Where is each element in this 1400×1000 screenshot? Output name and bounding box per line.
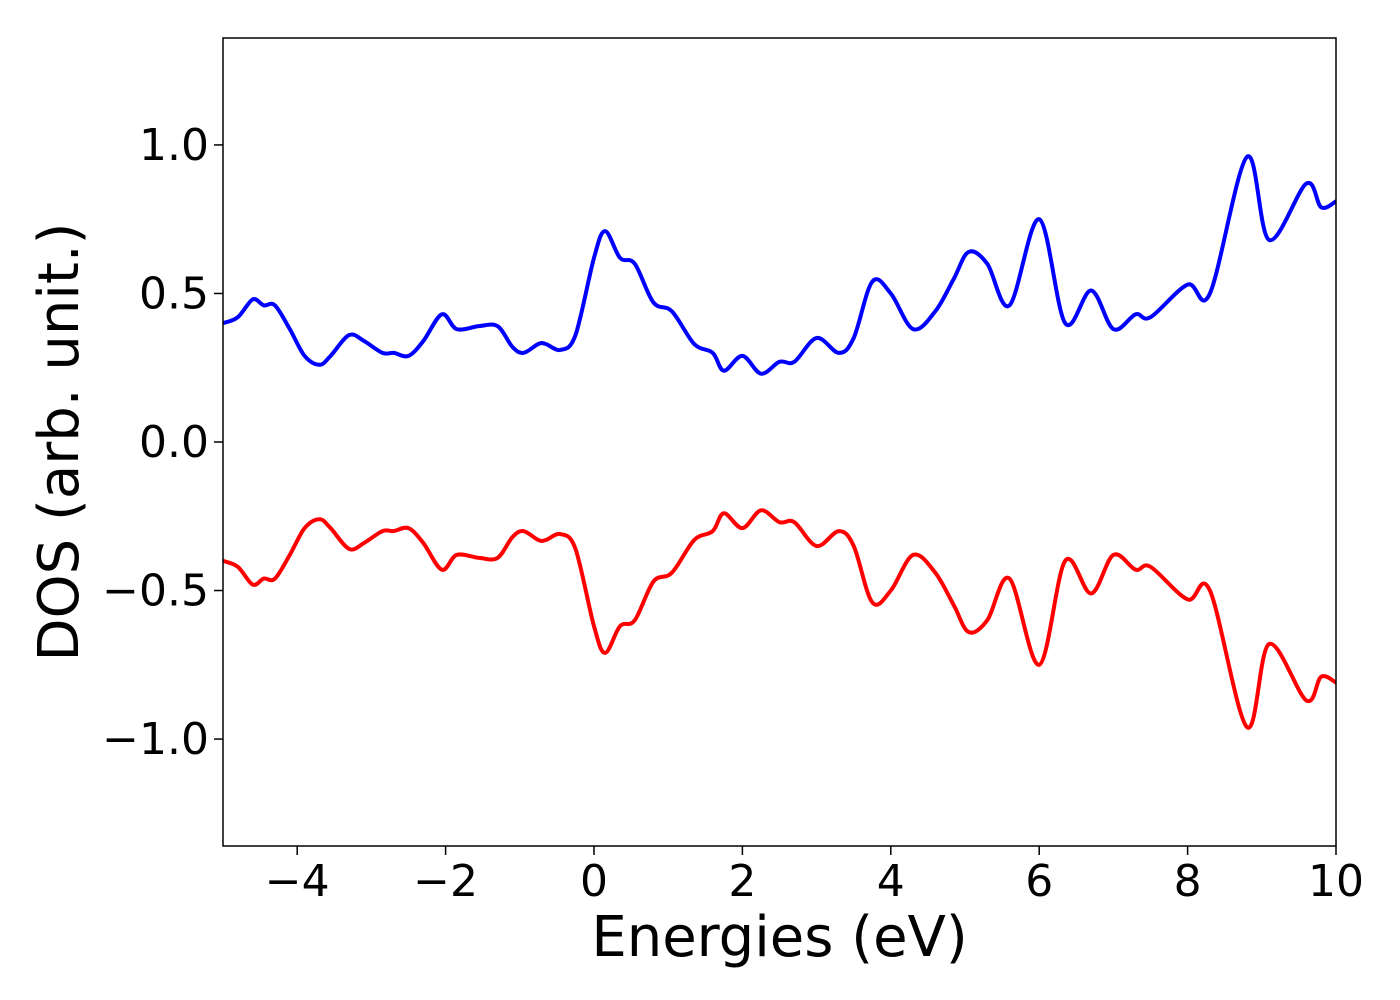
x-tick-label: 2 [728,856,756,907]
plot-frame [222,37,1337,847]
x-tick-label: 0 [580,856,608,907]
y-tick-label: −0.5 [102,566,209,617]
x-axis-label: Energies (eV) [591,905,967,970]
x-tick-label: 6 [1025,856,1053,907]
x-tick-label: −4 [265,856,330,907]
x-tick-label: 4 [877,856,905,907]
y-tick-label: 0.5 [139,268,209,319]
x-tick-label: −2 [413,856,478,907]
y-axis-ticks: −1.0 −0.5 0.0 0.5 1.0 [102,120,223,765]
y-tick-label: 1.0 [139,120,209,171]
x-tick-label: 8 [1174,856,1202,907]
series-line-positive [223,154,1336,376]
y-tick-label: 0.0 [139,417,209,468]
x-tick-label: 10 [1308,856,1364,907]
series-line-negative [223,508,1336,730]
x-axis-ticks: −4 −2 0 2 4 6 8 10 [265,846,1364,907]
y-tick-label: −1.0 [102,714,209,765]
series-layer [223,154,1336,730]
y-axis-label: DOS (arb. unit.) [27,222,92,661]
